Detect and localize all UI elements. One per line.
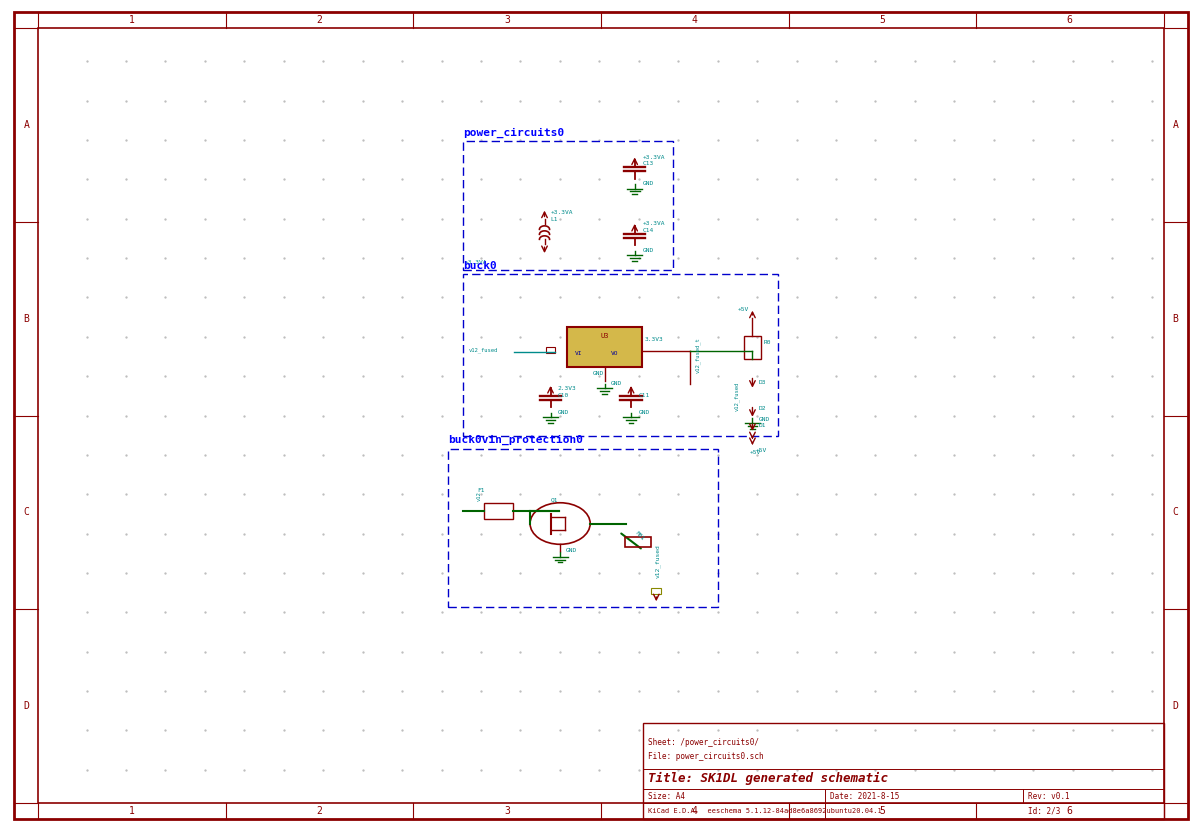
Text: 5: 5 (880, 806, 885, 816)
Bar (643, 723, 1164, 819)
Text: Q1: Q1 (551, 498, 558, 503)
Text: 4: 4 (692, 15, 697, 25)
Text: D: D (24, 701, 29, 711)
Text: D: D (1173, 701, 1178, 711)
Text: +3.3VA: +3.3VA (643, 155, 666, 160)
Text: v12: v12 (477, 491, 482, 501)
Text: A: A (24, 120, 29, 130)
Text: v12_fused: v12_fused (469, 347, 498, 353)
Text: 3.3V3: 3.3V3 (644, 337, 664, 342)
Bar (463, 141, 673, 270)
Text: L1: L1 (551, 217, 558, 222)
Bar (463, 274, 778, 436)
Text: GND: GND (611, 381, 621, 386)
Text: 3: 3 (505, 806, 510, 816)
Text: R0: R0 (763, 340, 770, 345)
Text: 3: 3 (505, 15, 510, 25)
Text: 1: 1 (130, 15, 135, 25)
Text: GND: GND (638, 410, 649, 415)
Text: Title: SK1DL generated schematic: Title: SK1DL generated schematic (648, 772, 888, 785)
Text: GND: GND (558, 410, 569, 415)
Text: B: B (1173, 313, 1178, 324)
Text: VO: VO (611, 351, 618, 356)
Text: Id: 2/3: Id: 2/3 (1028, 806, 1060, 815)
Text: GND: GND (566, 548, 577, 553)
Text: 6: 6 (1067, 806, 1072, 816)
Text: Size: A4: Size: A4 (648, 792, 685, 801)
Bar (744, 336, 761, 359)
Text: C: C (24, 507, 29, 518)
Text: 2.3V3: 2.3V3 (558, 386, 577, 391)
Text: 4: 4 (692, 806, 697, 816)
Text: 5: 5 (880, 15, 885, 25)
Text: GND: GND (593, 371, 603, 376)
Text: +5V: +5V (756, 448, 767, 453)
Text: FB1: FB1 (633, 530, 645, 542)
Text: C14: C14 (643, 228, 654, 233)
Text: +3.3VA: +3.3VA (551, 210, 573, 215)
Text: D3: D3 (758, 380, 766, 385)
Text: U3: U3 (600, 333, 609, 339)
Text: +3.3VA: +3.3VA (465, 260, 488, 265)
Text: GND: GND (758, 417, 769, 422)
Text: 1: 1 (130, 806, 135, 816)
Text: v12_fused_t: v12_fused_t (695, 337, 701, 373)
Text: Date: 2021-8-15: Date: 2021-8-15 (831, 792, 899, 801)
Text: 2: 2 (317, 15, 322, 25)
Text: VI: VI (575, 351, 582, 356)
Text: File: power_circuits0.sch: File: power_circuits0.sch (648, 752, 763, 761)
Text: B: B (24, 313, 29, 324)
Text: Rev: v0.1: Rev: v0.1 (1028, 792, 1070, 801)
Text: A: A (1173, 120, 1178, 130)
Text: GND: GND (643, 181, 654, 186)
Text: +5V: +5V (750, 450, 761, 455)
Text: C10: C10 (558, 393, 569, 398)
Text: 2: 2 (317, 806, 322, 816)
Text: +5V: +5V (738, 307, 749, 312)
Text: KiCad E.D.A.  eeschema 5.1.12-84ad8e6a8692ubuntu20.04.1: KiCad E.D.A. eeschema 5.1.12-84ad8e6a869… (648, 808, 881, 814)
Text: C11: C11 (638, 393, 649, 398)
Text: GND: GND (643, 248, 654, 253)
Text: 6: 6 (1067, 15, 1072, 25)
Bar (448, 449, 718, 607)
Text: +3.3VA: +3.3VA (643, 221, 666, 226)
Text: Sheet: /power_circuits0/: Sheet: /power_circuits0/ (648, 738, 758, 747)
Text: F1: F1 (477, 488, 484, 493)
Bar (484, 503, 513, 519)
Text: D2: D2 (758, 406, 766, 411)
Text: power_circuits0: power_circuits0 (463, 128, 564, 138)
Bar (651, 588, 661, 594)
Text: C13: C13 (643, 161, 654, 166)
Text: buck0: buck0 (463, 261, 496, 271)
Bar (546, 347, 555, 353)
Text: v12_fused: v12_fused (655, 544, 661, 578)
Text: v12_fused: v12_fused (734, 381, 740, 411)
Text: buck0vin_protection0: buck0vin_protection0 (448, 435, 583, 445)
Text: C: C (1173, 507, 1178, 518)
Bar (567, 327, 642, 367)
Text: D1: D1 (758, 423, 766, 428)
